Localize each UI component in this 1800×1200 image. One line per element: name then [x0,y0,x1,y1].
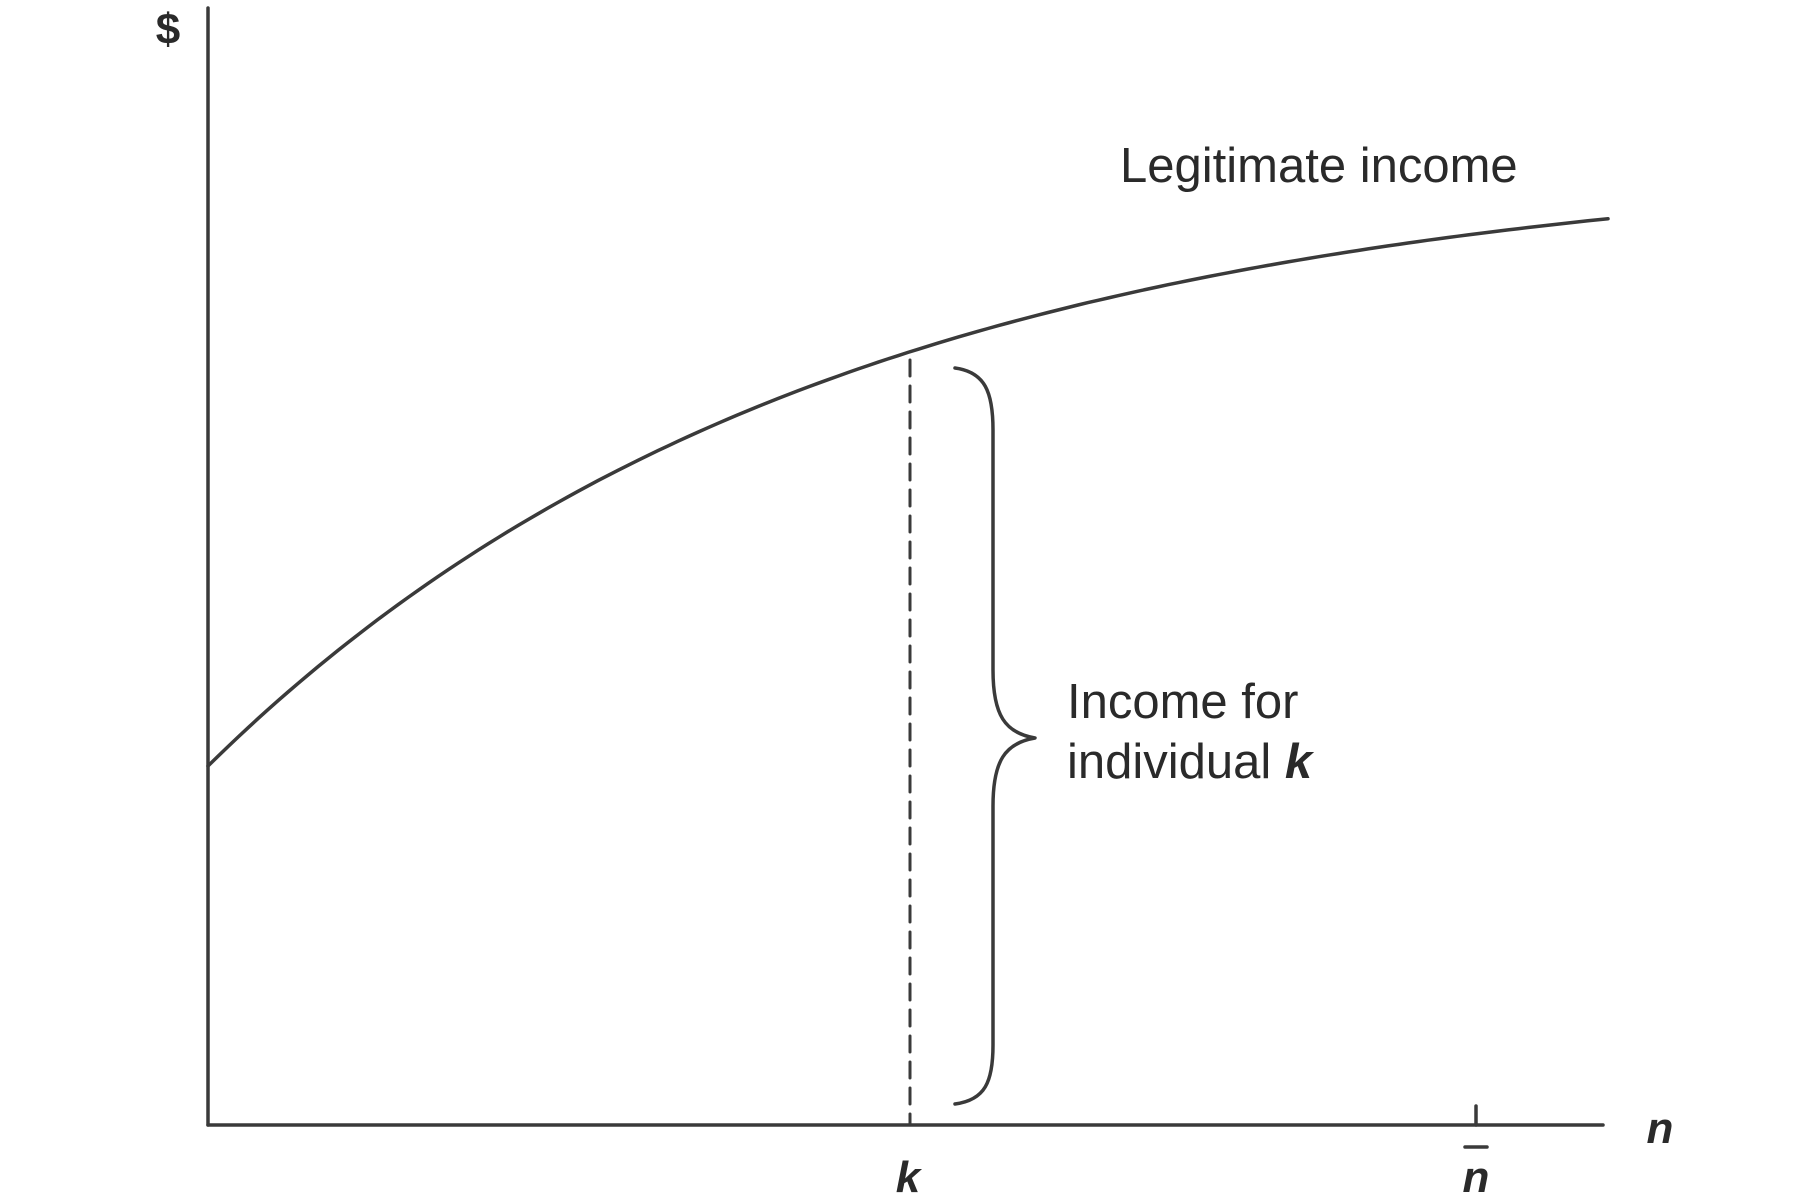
annotation-line2-prefix: individual [1067,735,1285,789]
tick-label-n-bar: n [1463,1145,1490,1200]
income-annotation-line2: individual k [1067,735,1315,789]
legitimate-income-label: Legitimate income [1120,139,1518,193]
x-axis-label: n [1647,1104,1674,1153]
legitimate-income-curve [206,216,1610,768]
income-annotation-line1: Income for [1067,675,1298,729]
n-bar-letter: n [1463,1153,1490,1200]
y-axis-label: $ [156,5,180,54]
annotation-var-k: k [1285,735,1315,789]
income-brace [953,366,1037,1106]
tick-label-k: k [896,1153,923,1200]
